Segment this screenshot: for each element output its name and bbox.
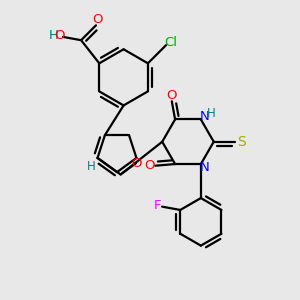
Text: H: H xyxy=(206,107,215,120)
Text: N: N xyxy=(200,161,210,174)
Text: H: H xyxy=(86,160,95,173)
Text: N: N xyxy=(200,110,210,123)
Text: F: F xyxy=(153,200,161,212)
Text: S: S xyxy=(237,135,245,149)
Text: O: O xyxy=(144,159,154,172)
Text: O: O xyxy=(92,13,103,26)
Text: O: O xyxy=(54,29,65,42)
Text: O: O xyxy=(167,89,177,102)
Text: O: O xyxy=(131,158,142,170)
Text: Cl: Cl xyxy=(164,36,178,49)
Text: H: H xyxy=(49,29,58,42)
